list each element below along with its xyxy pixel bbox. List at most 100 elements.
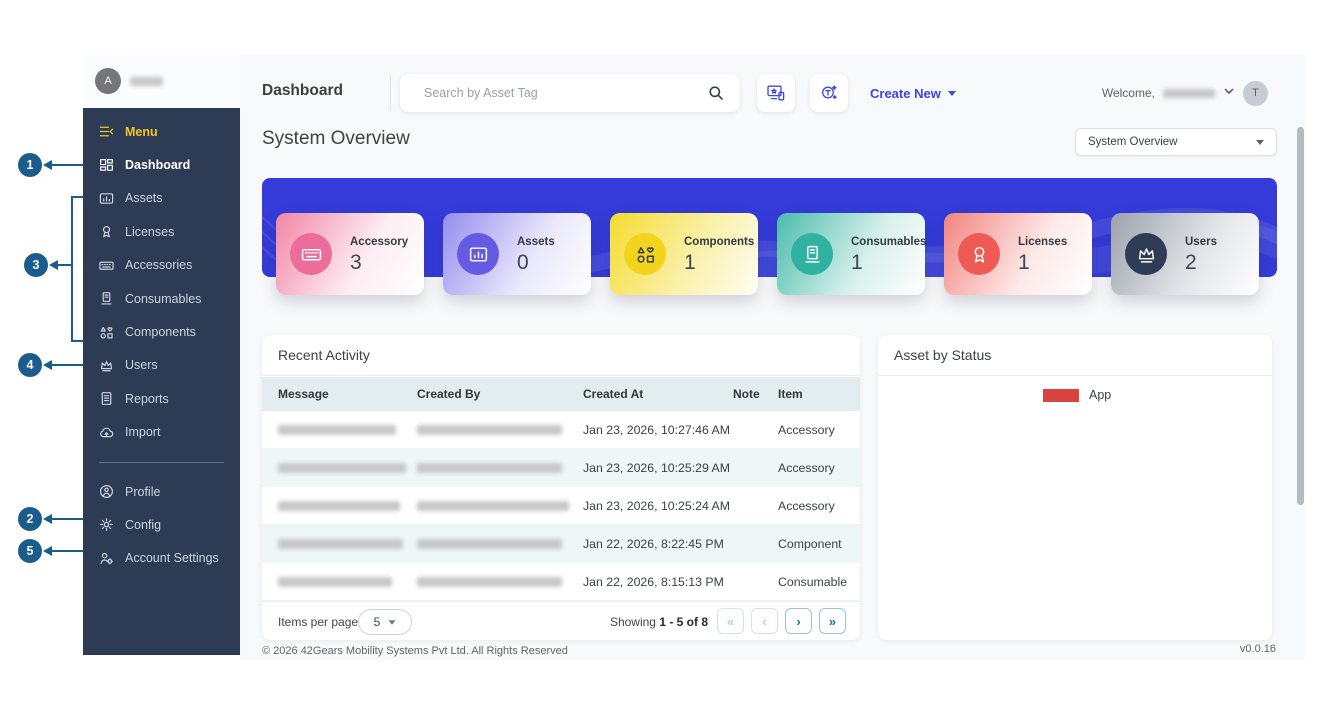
sidebar-item-licenses[interactable]: Licenses xyxy=(83,215,240,248)
main-content: Dashboard Create New Welcome, xyxy=(240,55,1305,660)
message-redacted xyxy=(278,577,392,587)
stat-card-value: 0 xyxy=(517,251,555,275)
search-icon[interactable] xyxy=(708,85,724,101)
annotation-arrow-line-2 xyxy=(52,518,83,520)
sidebar: A Menu Dashboard Assets Licens xyxy=(83,55,240,655)
topbar-divider xyxy=(390,75,391,111)
asset-search xyxy=(400,74,740,112)
sidebar-item-reports[interactable]: Reports xyxy=(83,382,240,415)
annotation-badge-1: 1 xyxy=(18,153,42,177)
column-header-message: Message xyxy=(278,377,329,411)
version-text: v0.0.16 xyxy=(1240,643,1276,655)
item-cell: Consumable xyxy=(778,563,847,601)
annotation-arrowhead-2 xyxy=(43,514,52,524)
licenses-icon xyxy=(99,224,114,239)
stat-card-consumables[interactable]: Consumables 1 xyxy=(777,213,925,295)
sidebar-item-users[interactable]: Users xyxy=(83,349,240,382)
items-per-page-select[interactable]: 5 xyxy=(358,609,412,635)
created-at-cell: Jan 23, 2026, 10:27:46 AM xyxy=(583,411,730,449)
auto-tag-button[interactable] xyxy=(810,74,848,112)
sidebar-item-assets[interactable]: Assets xyxy=(83,182,240,215)
stat-card-accessory[interactable]: Accessory 3 xyxy=(276,213,424,295)
reports-icon xyxy=(99,391,114,406)
created-at-cell: Jan 22, 2026, 8:22:45 PM xyxy=(583,525,724,563)
table-row: Jan 23, 2026, 10:25:24 AM Accessory xyxy=(262,487,860,525)
panel-title: Recent Activity xyxy=(262,335,860,376)
pagination-last-button[interactable]: » xyxy=(819,608,846,634)
sidebar-item-accessories[interactable]: Accessories xyxy=(83,249,240,282)
vertical-scrollbar-thumb[interactable] xyxy=(1297,127,1304,505)
topbar-avatar[interactable]: T xyxy=(1243,81,1268,106)
created-by-redacted xyxy=(417,539,562,549)
created-by-redacted xyxy=(417,577,562,587)
asset-by-status-panel: Asset by Status App xyxy=(878,335,1272,640)
sidebar-item-components[interactable]: Components xyxy=(83,315,240,348)
page-title: Dashboard xyxy=(262,82,343,100)
annotation-bracket-3 xyxy=(71,196,83,342)
column-header-note: Note xyxy=(733,377,760,411)
created-by-redacted xyxy=(417,501,569,511)
sidebar-item-import[interactable]: Import xyxy=(83,416,240,449)
section-heading: System Overview xyxy=(262,128,410,150)
sidebar-item-dashboard[interactable]: Dashboard xyxy=(83,148,240,181)
config-gear-icon xyxy=(99,517,114,532)
item-cell: Accessory xyxy=(778,411,835,449)
table-row: Jan 22, 2026, 8:22:45 PM Component xyxy=(262,525,860,563)
item-cell: Component xyxy=(778,525,842,563)
stat-card-label: Consumables xyxy=(851,236,926,248)
pagination-next-button[interactable]: › xyxy=(785,608,812,634)
sidebar-menu-toggle[interactable]: Menu xyxy=(83,115,240,148)
recent-activity-panel: Recent Activity Message Created By Creat… xyxy=(262,335,860,640)
annotation-badge-4: 4 xyxy=(18,353,42,377)
sidebar-item-config[interactable]: Config xyxy=(83,508,240,541)
stat-card-value: 1 xyxy=(1018,251,1067,275)
pagination-first-button[interactable]: « xyxy=(717,608,744,634)
stat-card-assets[interactable]: Assets 0 xyxy=(443,213,591,295)
annotation-arrow-line-1 xyxy=(52,164,83,166)
sidebar-user-header: A xyxy=(83,55,240,108)
device-scan-button[interactable] xyxy=(757,74,795,112)
showing-status: Showing 1 - 5 of 8 xyxy=(610,615,708,629)
column-header-created-at: Created At xyxy=(583,377,643,411)
stat-card-users[interactable]: Users 2 xyxy=(1111,213,1259,295)
annotation-arrow-line-3 xyxy=(58,264,72,266)
stat-card-licenses[interactable]: Licenses 1 xyxy=(944,213,1092,295)
profile-icon xyxy=(99,484,114,499)
annotation-arrow-line-4 xyxy=(52,364,83,366)
search-input[interactable] xyxy=(400,86,708,100)
sidebar-item-account-settings[interactable]: Account Settings xyxy=(83,542,240,575)
item-cell: Accessory xyxy=(778,487,835,525)
stat-card-label: Users xyxy=(1185,236,1217,248)
copyright-text: © 2026 42Gears Mobility Systems Pvt Ltd.… xyxy=(262,645,568,657)
stat-card-label: Components xyxy=(684,236,754,248)
dashboard-icon xyxy=(99,158,114,173)
licenses-award-icon xyxy=(958,233,1000,275)
annotation-arrowhead-4 xyxy=(43,360,52,370)
device-screen-star-icon xyxy=(766,83,786,103)
table-row: Jan 23, 2026, 10:27:46 AM Accessory xyxy=(262,411,860,449)
annotation-arrowhead-3 xyxy=(49,260,58,270)
stat-card-label: Licenses xyxy=(1018,236,1067,248)
created-at-cell: Jan 23, 2026, 10:25:29 AM xyxy=(583,449,730,487)
created-by-redacted xyxy=(417,425,562,435)
stat-card-value: 1 xyxy=(851,251,926,275)
view-selector-dropdown[interactable]: System Overview xyxy=(1075,128,1277,156)
stat-card-label: Accessory xyxy=(350,236,408,248)
pagination-prev-button[interactable]: ‹ xyxy=(751,608,778,634)
accessories-icon xyxy=(99,258,114,273)
circled-t-sparkle-icon xyxy=(819,83,839,103)
sidebar-item-consumables[interactable]: Consumables xyxy=(83,282,240,315)
chevron-down-icon xyxy=(948,91,956,96)
user-menu-chevron-icon[interactable] xyxy=(1223,84,1235,102)
users-crown-icon xyxy=(99,358,114,373)
stat-card-value: 1 xyxy=(684,251,754,275)
components-shapes-icon xyxy=(624,233,666,275)
sidebar-avatar[interactable]: A xyxy=(95,68,121,94)
menu-collapse-icon xyxy=(99,124,114,139)
stat-card-components[interactable]: Components 1 xyxy=(610,213,758,295)
create-new-button[interactable]: Create New xyxy=(870,74,956,112)
users-crown-icon xyxy=(1125,233,1167,275)
message-redacted xyxy=(278,501,400,511)
panel-title: Asset by Status xyxy=(878,335,1272,376)
sidebar-item-profile[interactable]: Profile xyxy=(83,475,240,508)
